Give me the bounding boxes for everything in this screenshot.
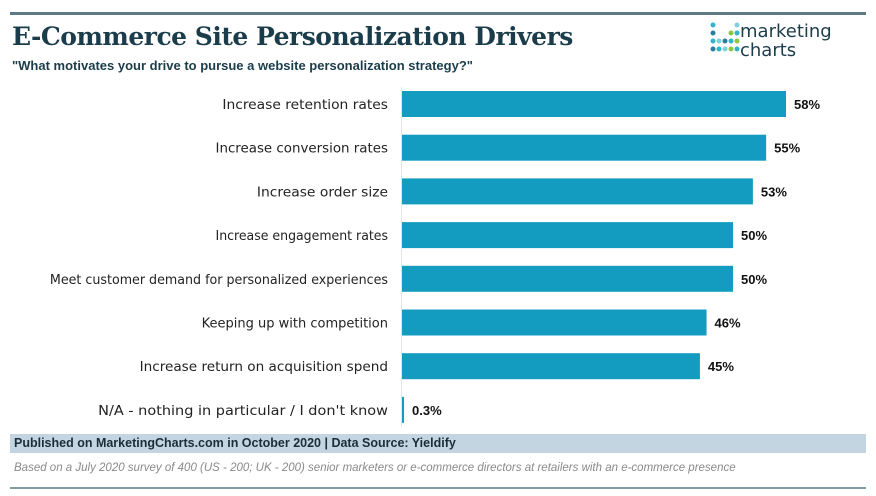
category-label: Increase conversion rates [216,141,389,157]
bottom-rule [10,487,866,489]
bar [402,222,734,249]
chart-subtitle: "What motivates your drive to pursue a w… [12,58,473,73]
bar [402,91,786,117]
bar [402,265,734,292]
category-label: Increase order size [257,184,388,200]
bar [402,396,404,423]
bar [402,134,767,161]
data-label: 45% [708,359,734,374]
chart-title: E-Commerce Site Personalization Drivers [12,22,573,51]
category-label: Keeping up with competition [202,316,388,332]
data-label: 50% [741,228,767,243]
data-label: 50% [741,272,767,287]
bar [402,353,700,380]
logo-text-1: marketing [740,21,832,42]
logo-text-2: charts [740,40,797,61]
data-label: 46% [715,316,741,331]
top-rule [10,12,866,15]
category-label: Meet customer demand for personalized ex… [50,272,388,288]
data-label: 53% [761,184,787,199]
published-source: Published on MarketingCharts.com in Octo… [14,436,456,450]
category-label: N/A - nothing in particular / I don't kn… [98,403,388,419]
survey-note: Based on a July 2020 survey of 400 (US -… [14,462,736,474]
category-label: Increase retention rates [222,97,388,113]
category-label: Increase engagement rates [216,228,389,244]
footer-band: Published on MarketingCharts.com in Octo… [10,434,866,453]
data-label: 58% [794,97,820,112]
bar-chart: Increase retention rates 58% Increase conv… [50,87,820,427]
logo-dots-icon [710,22,740,52]
bar [402,178,753,205]
marketingcharts-logo: marketing charts [710,22,832,67]
data-label: 0.3% [412,403,442,418]
category-label: Increase return on acquisition spend [140,359,388,375]
bar [402,309,707,336]
data-label: 55% [774,141,800,156]
